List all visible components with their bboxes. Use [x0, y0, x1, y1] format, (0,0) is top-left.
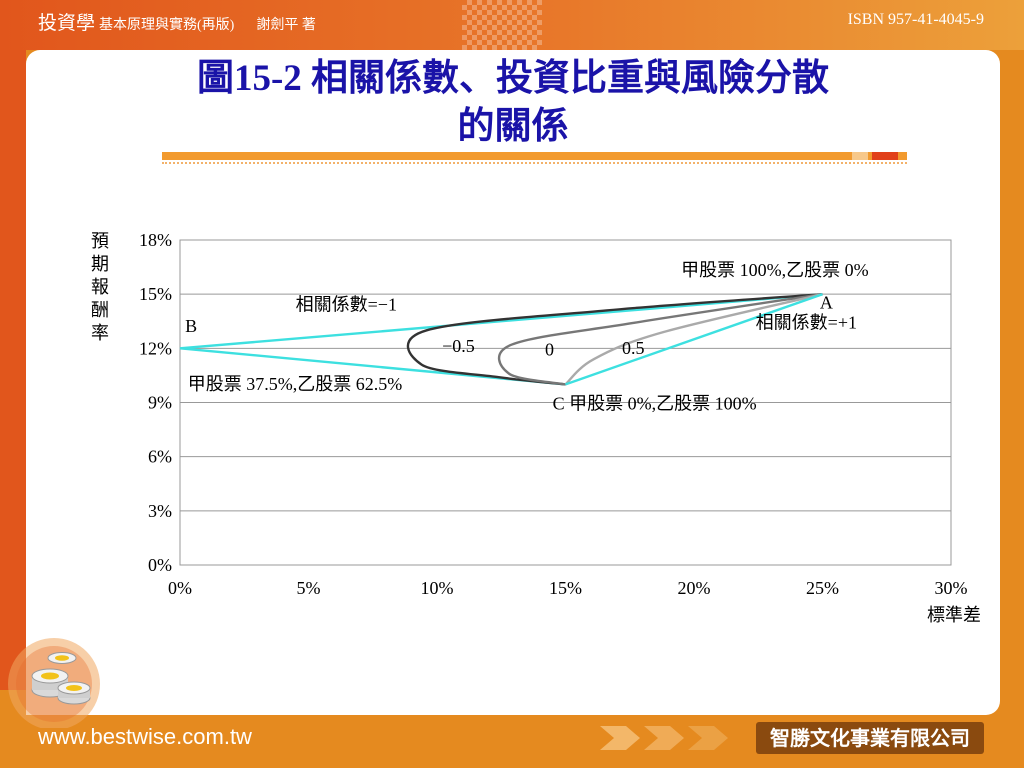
- chart-annotation: A: [820, 293, 833, 313]
- chart-annotation: B: [185, 316, 197, 336]
- title-underline-accent: [852, 152, 868, 160]
- chart-annotation: 相關係數=+1: [756, 312, 857, 332]
- series-line-0: [179, 293, 823, 386]
- slide-title-line2: 的關係: [457, 106, 569, 147]
- axis-layer: 0% 3% 6% 9% 12% 15% 18% 0% 5% 10% 15% 20% 25% 30% 預期報酬…: [91, 230, 981, 625]
- y-tick-label: 0%: [148, 555, 172, 575]
- website-link[interactable]: www.bestwise.com.tw: [38, 724, 252, 749]
- publisher-name: 智勝文化事業有限公司: [756, 722, 984, 754]
- x-tick-label: 30%: [935, 578, 968, 598]
- coin-stack-icon: [8, 638, 100, 728]
- title-underline: [162, 152, 907, 160]
- risk-return-chart: 0% 3% 6% 9% 12% 15% 18% 0% 5% 10% 15% 20% 25% 30% 預期報酬…: [91, 230, 981, 625]
- y-tick-label: 12%: [139, 338, 172, 358]
- content-panel: [26, 50, 1000, 715]
- book-subtitle: 基本原理與實務(再版): [99, 18, 235, 33]
- y-tick-label: 15%: [139, 284, 172, 304]
- y-tick-label: 6%: [148, 447, 172, 467]
- y-tick-label: 18%: [139, 230, 172, 250]
- series-line-3: [564, 293, 823, 386]
- chart-annotation: 0.5: [622, 338, 645, 358]
- book-title: 投資學: [38, 13, 96, 34]
- series-layer: [179, 293, 823, 386]
- title-underline-accent-red: [872, 152, 898, 160]
- x-tick-label: 25%: [806, 578, 839, 598]
- chart-annotation: 相關係數=−1: [296, 294, 397, 314]
- chart-annotation: 0: [545, 340, 554, 360]
- header-book-info: 投資學 基本原理與實務(再版) 謝劍平 著: [38, 8, 316, 35]
- x-tick-label: 10%: [421, 578, 454, 598]
- y-axis-label: 預期報酬率: [91, 231, 109, 343]
- chart-annotation: 甲股票 100%,乙股票 0%: [681, 260, 869, 280]
- title-dotted-rule: [162, 162, 907, 166]
- x-tick-label: 15%: [549, 578, 582, 598]
- x-axis-label: 標準差: [927, 605, 981, 625]
- header-band: [0, 0, 1024, 50]
- y-tick-label: 9%: [148, 393, 172, 413]
- x-tick-label: 20%: [678, 578, 711, 598]
- book-author: 謝劍平 著: [256, 18, 316, 33]
- isbn-label: ISBN 957-41-4045-9: [847, 11, 984, 28]
- chart-annotation: −0.5: [442, 336, 475, 356]
- x-tick-label: 5%: [297, 578, 321, 598]
- y-tick-label: 3%: [148, 501, 172, 521]
- side-strip: [0, 50, 26, 690]
- series-line-4: [565, 293, 823, 386]
- chart-annotation: C 甲股票 0%,乙股票 100%: [553, 394, 757, 414]
- grid-layer: [179, 239, 952, 566]
- header-checker-pattern: [462, 0, 542, 50]
- series-line-1: [406, 293, 823, 386]
- series-line-2: [497, 293, 823, 386]
- chart-annotation: 甲股票 37.5%,乙股票 62.5%: [188, 374, 403, 394]
- arrow-decoration-icon: [600, 726, 728, 750]
- slide-title-line1: 圖15-2 相關係數、投資比重與風險分散: [196, 58, 830, 99]
- x-tick-label: 0%: [168, 578, 192, 598]
